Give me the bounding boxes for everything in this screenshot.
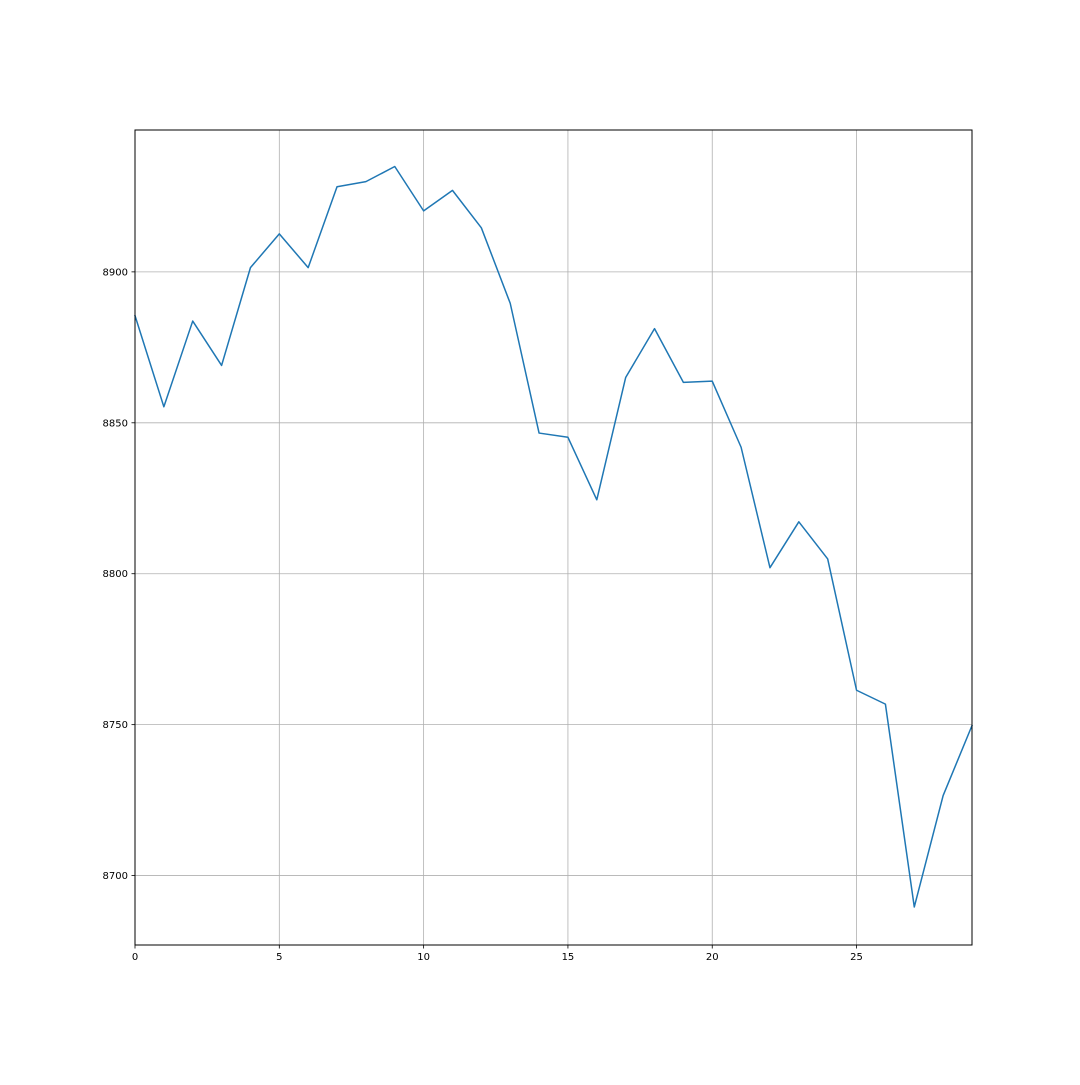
- y-tick-label: 8800: [103, 569, 128, 580]
- series-line: [134, 165, 973, 908]
- y-tick-label: 8750: [103, 720, 128, 731]
- plot-frame: [134, 129, 973, 946]
- x-tick-label: 15: [562, 952, 575, 963]
- series-layer: [134, 165, 973, 908]
- x-tick-label: 25: [850, 952, 863, 963]
- y-tick-label: 8700: [103, 871, 128, 882]
- y-tick-label: 8850: [103, 418, 128, 429]
- y-tick-label: 8900: [103, 267, 128, 278]
- x-tick-label: 10: [417, 952, 430, 963]
- x-tick-label: 0: [132, 952, 138, 963]
- x-tick-label: 20: [706, 952, 719, 963]
- x-tick-label: 5: [276, 952, 282, 963]
- grid-layer: [134, 130, 972, 945]
- tick-layer: 0 5 10 15 20 25 8700 8750 8800 8850 8900: [103, 267, 863, 963]
